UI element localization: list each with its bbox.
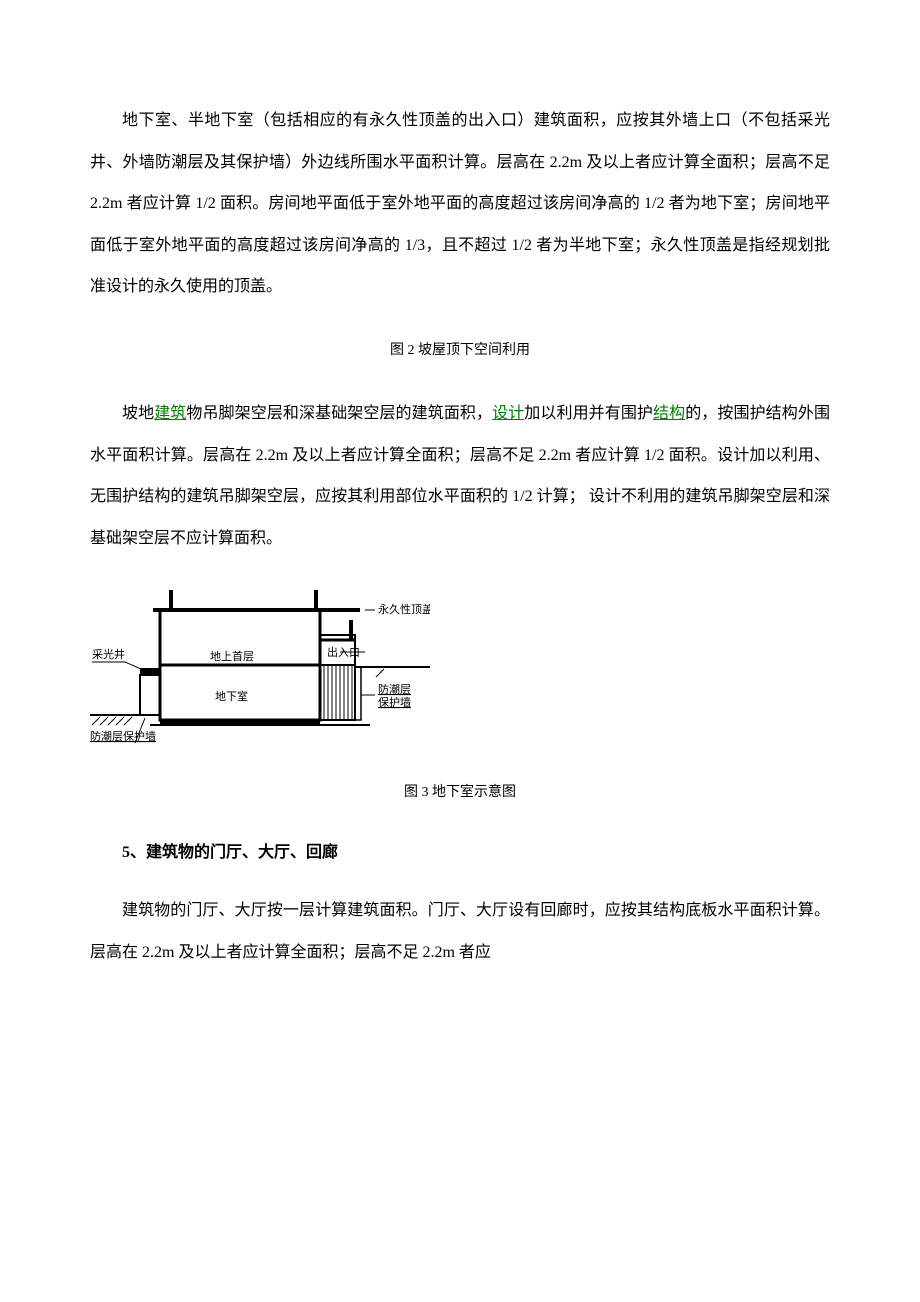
paragraph-basement: 地下室、半地下室（包括相应的有永久性顶盖的出入口）建筑面积，应按其外墙上口（不包…	[90, 100, 830, 308]
svg-text:采光井: 采光井	[92, 647, 125, 661]
svg-text:永久性顶盖: 永久性顶盖	[378, 602, 430, 616]
section-heading-5: 5、建筑物的门厅、大厅、回廊	[90, 835, 830, 870]
link-architecture[interactable]: 建筑	[154, 405, 186, 422]
figure-caption-3: 图 3 地下室示意图	[90, 780, 830, 805]
paragraph-stilted: 坡地建筑物吊脚架空层和深基础架空层的建筑面积，设计加以利用并有围护结构的，按围护…	[90, 393, 830, 559]
text-segment: 加以利用并有围护	[524, 405, 653, 422]
svg-text:地上首层: 地上首层	[210, 649, 254, 663]
svg-text:防潮层保护墙: 防潮层保护墙	[90, 729, 156, 743]
svg-text:出入口: 出入口	[327, 645, 360, 659]
text-segment: 坡地	[122, 405, 154, 422]
figure-caption-2: 图 2 坡屋顶下空间利用	[90, 338, 830, 363]
diagram-basement: 永久性顶盖 出入口 采光井 地上首层 地下室 防潮层保护墙 防潮层 保护墙	[90, 580, 430, 750]
link-design[interactable]: 设计	[492, 405, 524, 422]
text-segment: 物吊脚架空层和深基础架空层的建筑面积，	[186, 405, 492, 422]
link-structure[interactable]: 结构	[653, 405, 685, 422]
svg-text:防潮层: 防潮层	[378, 682, 411, 696]
paragraph-lobby: 建筑物的门厅、大厅按一层计算建筑面积。门厅、大厅设有回廊时，应按其结构底板水平面…	[90, 890, 830, 973]
text-segment: 的，按围护结构外围水平面积计算。层高在 2.2m 及以上者应计算全面积；层高不足…	[90, 405, 830, 547]
svg-text:地下室: 地下室	[215, 689, 248, 703]
svg-text:保护墙: 保护墙	[378, 695, 411, 709]
